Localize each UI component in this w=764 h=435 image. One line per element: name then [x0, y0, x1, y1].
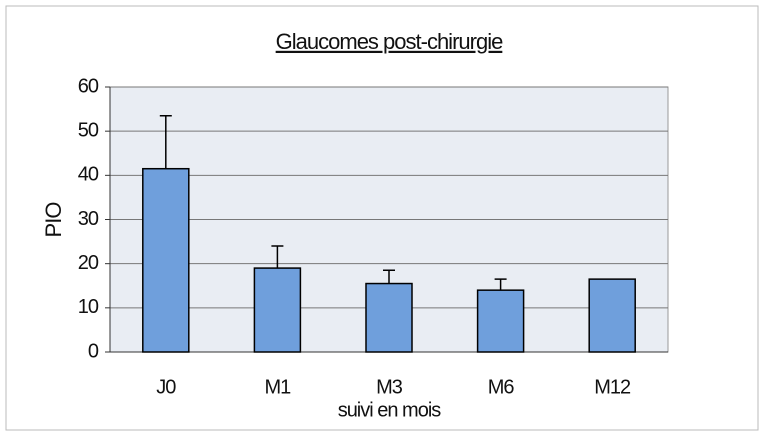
error-bar	[494, 278, 507, 291]
error-bar	[383, 269, 395, 284]
y-tick-label: 10	[78, 296, 99, 318]
bar	[253, 267, 302, 353]
x-tick-label: M1	[265, 376, 292, 398]
x-tick-label: J0	[156, 376, 176, 398]
y-tick-label: 20	[78, 252, 99, 274]
y-tick-label: 50	[78, 119, 99, 141]
x-tick-label: M3	[376, 376, 403, 398]
bar	[476, 289, 525, 353]
x-axis-title: suivi en mois	[338, 399, 442, 421]
bar	[365, 282, 413, 353]
y-axis-title: PIO	[41, 202, 66, 238]
bar	[588, 278, 636, 353]
y-tick-label: 0	[88, 340, 99, 362]
y-tick-label: 60	[78, 75, 99, 97]
y-tick-label: 30	[78, 208, 99, 230]
bar	[142, 167, 190, 353]
error-bar	[271, 245, 284, 269]
x-tick-label: M12	[594, 376, 631, 398]
error-bar	[159, 114, 172, 169]
x-tick-label: M6	[488, 376, 515, 398]
chart-title: Glaucomes post-chirurgie	[276, 29, 503, 54]
y-tick-label: 40	[78, 164, 99, 186]
